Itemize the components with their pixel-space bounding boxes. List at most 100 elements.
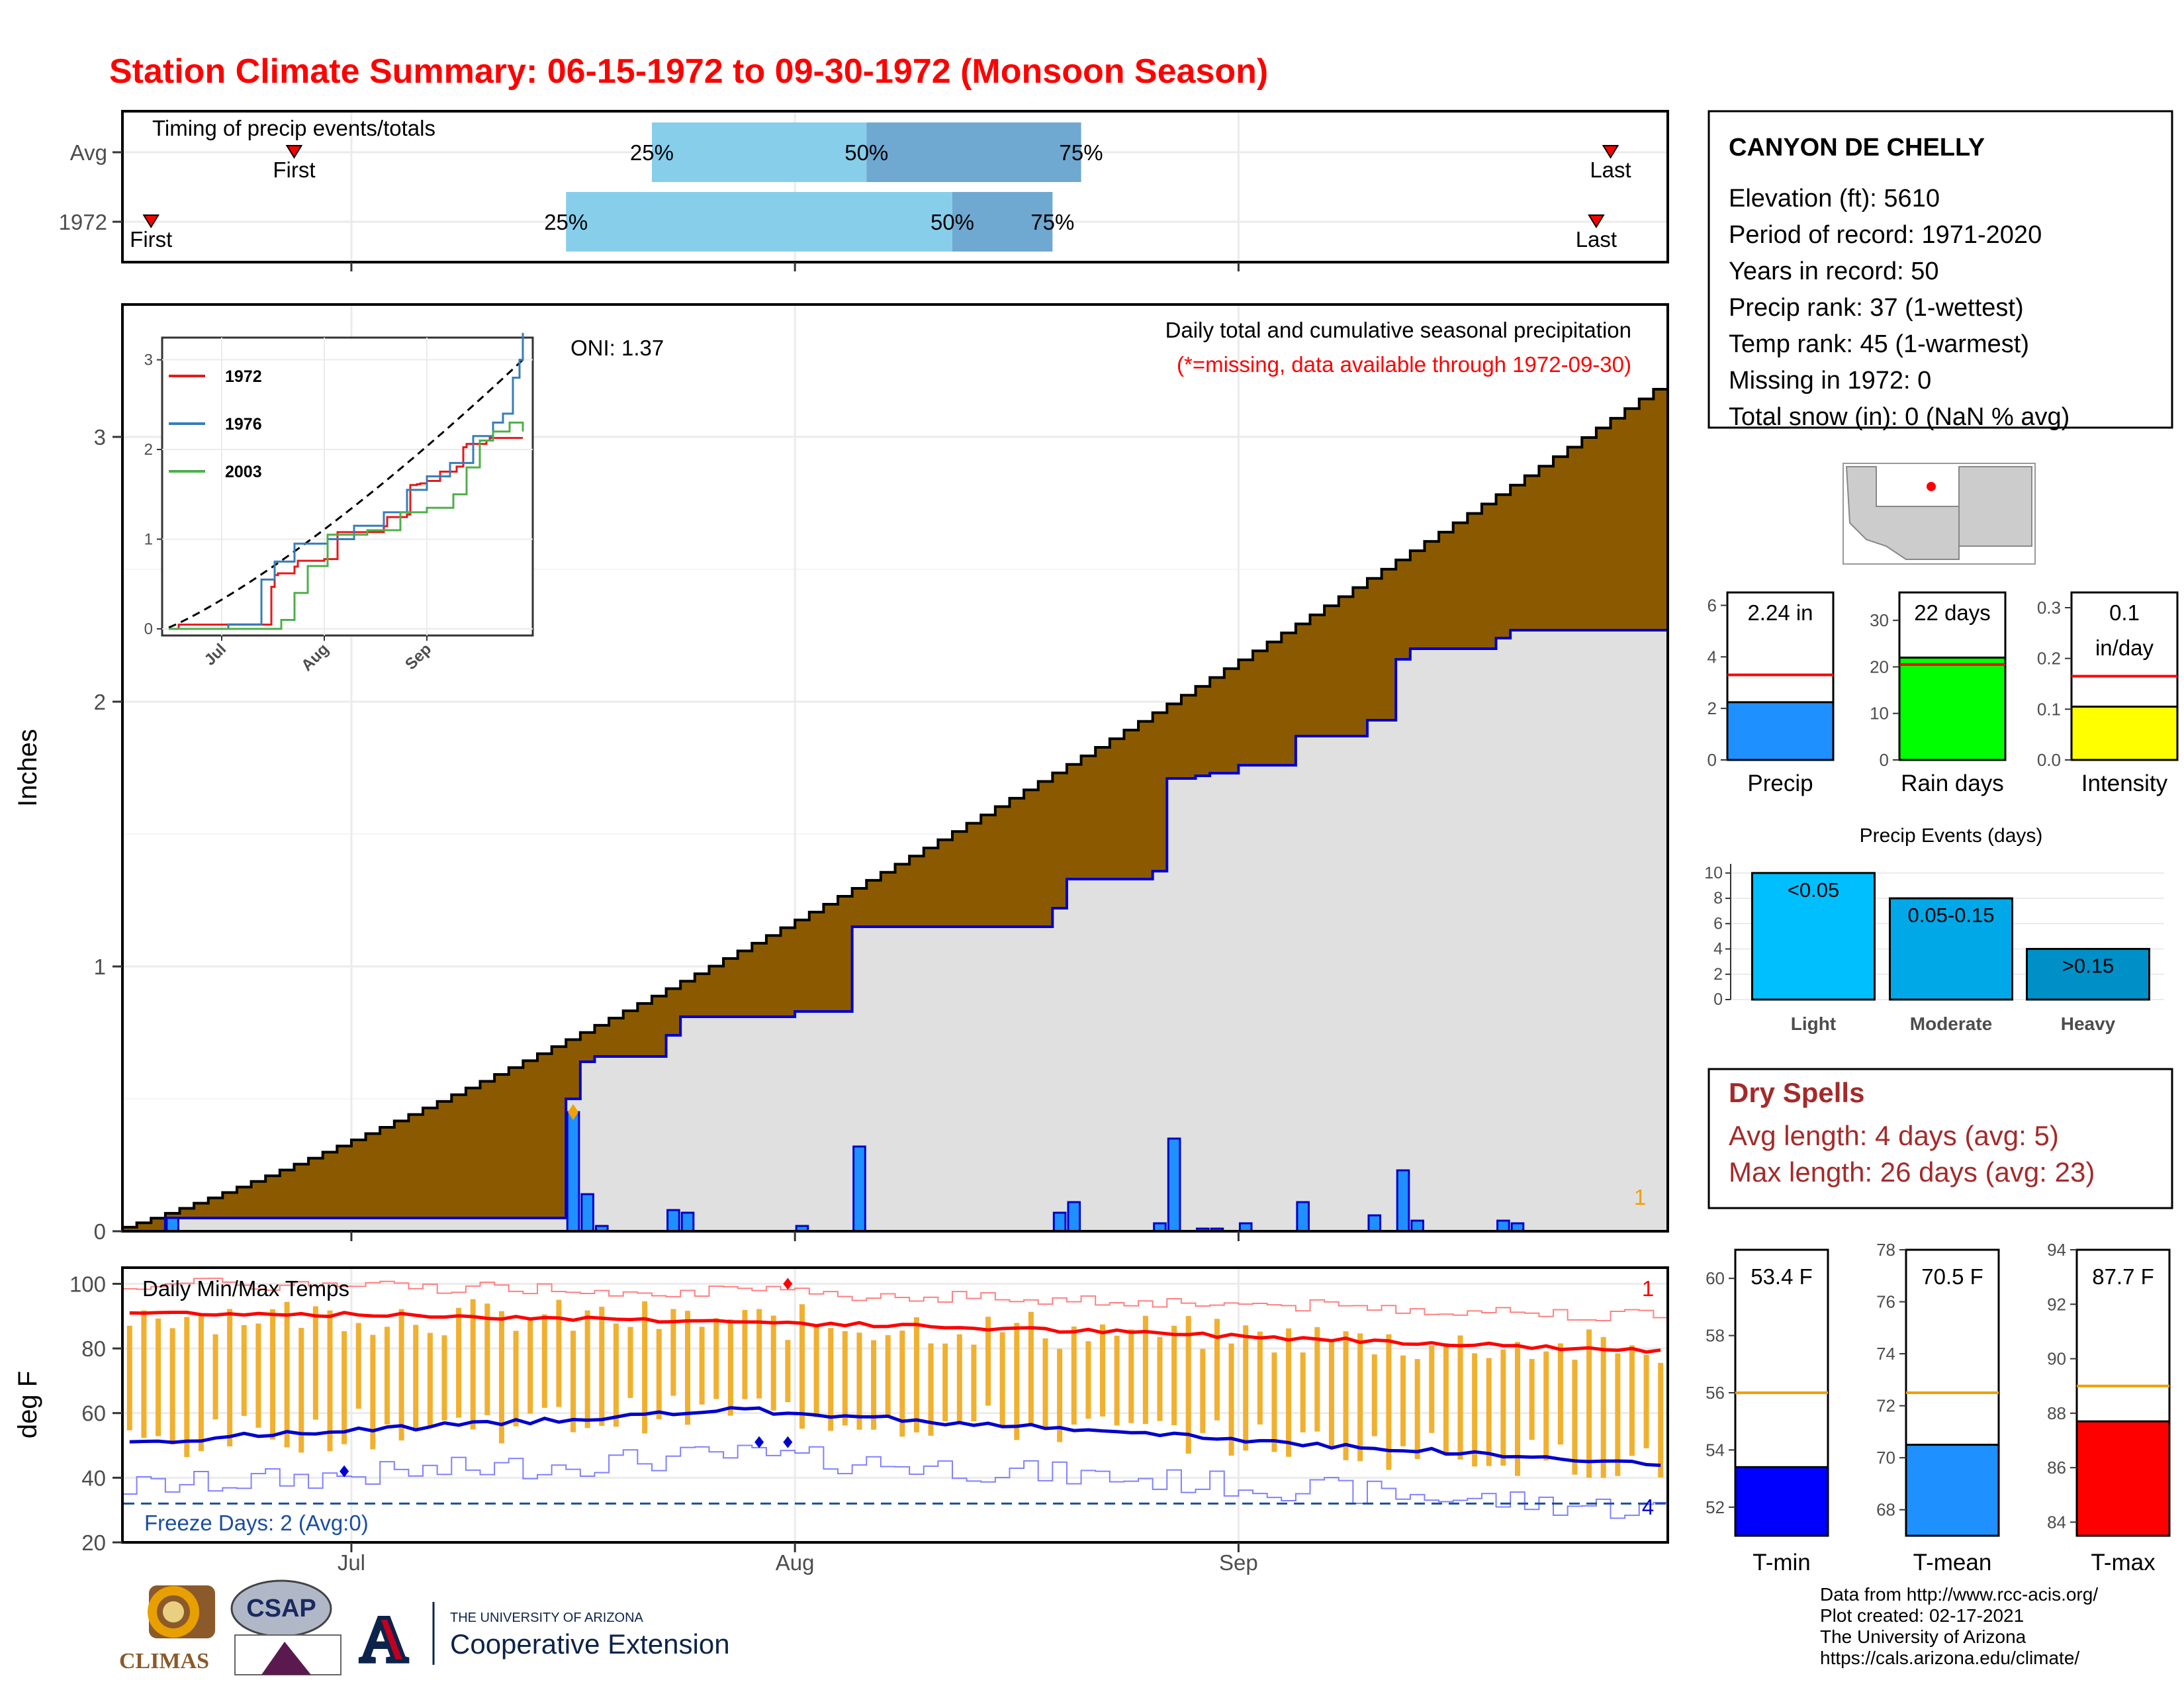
temp-record-marker: [783, 1436, 793, 1448]
temp-bar-label: T-max: [2091, 1550, 2156, 1575]
daily-temp-bar: [1128, 1329, 1134, 1423]
events-bar: [1889, 897, 2013, 1001]
climas-logo: CLIMAS: [119, 1585, 215, 1673]
timing-bar-light: [566, 192, 952, 252]
mini-bar-tick: 10: [1870, 704, 1889, 724]
ua-logo: A THE UNIVERSITY OF ARIZONA Cooperative …: [358, 1601, 730, 1678]
timing-p50-label: 50%: [844, 140, 888, 165]
daily-temp-bar: [312, 1306, 318, 1420]
daily-precip-bar: [666, 1209, 680, 1233]
inset-legend-label: 1976: [225, 415, 262, 434]
daily-temp-bar: [985, 1317, 991, 1406]
inset-legend-label: 1972: [225, 367, 262, 386]
daily-temp-bar: [799, 1304, 805, 1429]
events-y-tick: 8: [1713, 889, 1723, 908]
station-location-marker: [1927, 482, 1936, 491]
mini-bar-tick: 0.1: [2037, 699, 2061, 719]
inset-y-tick: 2: [144, 441, 153, 459]
precip-y-tick: 2: [94, 690, 106, 714]
events-y-tick: 10: [1704, 864, 1723, 882]
station-info-box: CANYON DE CHELLY Elevation (ft): 5610 Per…: [1707, 110, 2173, 431]
climas-logo-text: CLIMAS: [119, 1649, 209, 1673]
daily-temp-bar: [184, 1317, 190, 1458]
footer: CLIMAS CSAP A THE UNIVERSITY OF ARIZONA …: [119, 1579, 2098, 1678]
missing-note: (*=missing, data available through 1972-…: [1177, 352, 1631, 377]
daily-temp-bar: [212, 1334, 218, 1420]
daily-temp-bar: [1286, 1328, 1292, 1457]
timing-row-1: 1972 25% 50% 75% First Last: [59, 192, 1617, 252]
daily-temp-bar: [1543, 1351, 1549, 1461]
cumulative-avg-line: [122, 388, 1668, 1229]
events-bar-label: <0.05: [1788, 878, 1839, 902]
temp-bar-fill: [1734, 1466, 1829, 1537]
footer-line: The University of Arizona: [1820, 1626, 2026, 1647]
daily-temp-bar: [1486, 1358, 1492, 1466]
daily-temp-bar: [1014, 1323, 1020, 1440]
daily-temp-bar: [341, 1331, 347, 1444]
footer-line: https://cals.arizona.edu/climate/: [1820, 1648, 2079, 1668]
daily-temp-bar: [942, 1343, 948, 1422]
mini-bar-value-unit: in/day: [2095, 635, 2154, 660]
daily-temp-bar: [1328, 1342, 1334, 1447]
temp-bar-tick: 92: [2047, 1294, 2066, 1314]
mini-bar-tick: 4: [1707, 647, 1717, 667]
daily-temp-bar: [1185, 1316, 1191, 1454]
daily-precip-bar: [165, 1217, 179, 1233]
daily-precip-bar: [1167, 1137, 1181, 1233]
tmax-avg-line: [129, 1310, 1661, 1354]
temp-ylabel: deg F: [13, 1371, 42, 1438]
page-title: Station Climate Summary: 06-15-1972 to 0…: [109, 52, 1268, 91]
daily-temp-bar: [1157, 1336, 1163, 1421]
daily-temp-bar: [1114, 1335, 1120, 1426]
mini-bar-tick: 0.0: [2037, 750, 2061, 770]
timing-first-marker: [285, 145, 303, 159]
mini-bar-tick: 0: [1880, 750, 1889, 770]
cumulative-1972-line: [122, 629, 1668, 1233]
csap-logo-text: CSAP: [246, 1595, 316, 1622]
timing-p25-label: 25%: [630, 140, 674, 165]
tmin-record-line: [122, 1444, 1668, 1519]
daily-temp-bar: [627, 1327, 633, 1398]
inset-y-tick: 0: [144, 620, 153, 638]
daily-temp-bar: [742, 1309, 748, 1399]
daily-temp-bar: [1028, 1311, 1034, 1424]
tmin-avg-line: [129, 1406, 1661, 1468]
oni-label: ONI: 1.37: [570, 336, 664, 360]
daily-temp-bar: [1357, 1333, 1363, 1462]
temp-bar-value: 53.4 F: [1751, 1264, 1813, 1289]
station-info-line: Elevation (ft): 5610: [1729, 185, 1940, 212]
events-category: Light: [1791, 1013, 1836, 1034]
daily-temp-bar: [613, 1323, 619, 1427]
daily-temp-bar: [813, 1327, 819, 1418]
daily-temp-bar: [413, 1325, 419, 1431]
daily-temp-bar: [169, 1328, 175, 1445]
temp-bar-value: 87.7 F: [2092, 1264, 2154, 1289]
timing-row-label: 1972: [59, 210, 107, 234]
timing-last-label: Last: [1576, 227, 1617, 252]
events-y-tick: 2: [1713, 965, 1723, 984]
station-info-line: Missing in 1972: 0: [1729, 367, 1931, 395]
daily-precip-bar: [566, 1111, 580, 1233]
timing-bar-light: [651, 122, 867, 182]
daily-temp-bar: [284, 1301, 290, 1448]
daily-temp-bar: [999, 1332, 1005, 1427]
daily-temp-bar: [513, 1331, 519, 1427]
temp-bar-tick: 84: [2047, 1512, 2066, 1532]
timing-label: Timing of precip events/totals: [152, 116, 435, 140]
daily-precip-bar: [1496, 1219, 1510, 1233]
daily-temp-bar: [1400, 1355, 1406, 1446]
temp-bar-label: T-mean: [1913, 1550, 1992, 1575]
mini-bar-tick: 6: [1707, 595, 1717, 615]
daily-temp-bar: [699, 1327, 705, 1405]
daily-temp-bar: [1099, 1324, 1105, 1417]
station-info-line: Period of record: 1971-2020: [1729, 221, 2042, 249]
station-info-line: Years in record: 50: [1729, 258, 1939, 285]
timing-first-label: First: [130, 227, 172, 252]
temp-bar-tick: 90: [2047, 1349, 2066, 1369]
daily-temp-bar: [1071, 1326, 1077, 1425]
station-name: CANYON DE CHELLY: [1729, 134, 1985, 162]
daily-temp-bar: [1414, 1359, 1420, 1460]
daily-temp-bar: [1171, 1325, 1177, 1426]
daily-temp-bar: [871, 1340, 877, 1430]
daily-temp-bar: [1586, 1329, 1592, 1478]
